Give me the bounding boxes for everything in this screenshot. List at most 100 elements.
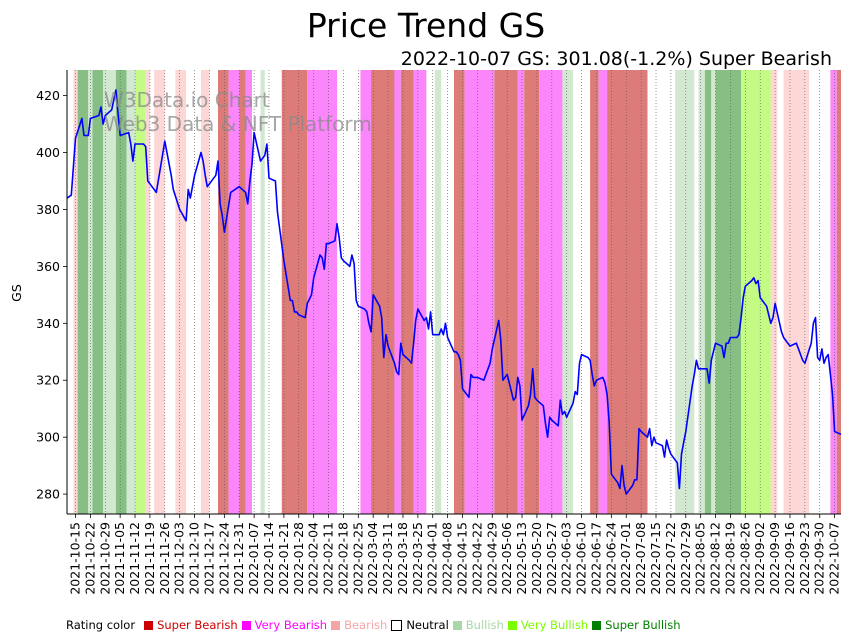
rating-band	[675, 70, 695, 514]
legend-item: Super Bullish	[592, 618, 681, 632]
rating-band	[698, 70, 705, 514]
rating-band	[200, 70, 210, 514]
rating-band	[135, 70, 146, 514]
x-tick-label: 2021-10-22	[82, 522, 97, 595]
rating-band	[281, 70, 308, 514]
rating-band	[126, 70, 136, 514]
legend-item: Very Bearish	[241, 618, 327, 632]
rating-band	[77, 70, 89, 514]
x-tick-label: 2022-02-04	[306, 522, 321, 595]
x-tick-label: 2022-08-12	[708, 522, 723, 595]
rating-band	[154, 70, 165, 514]
legend-label: Bullish	[465, 618, 504, 632]
legend-swatch	[241, 620, 251, 630]
x-tick-label: 2022-05-20	[529, 522, 544, 595]
legend-item: Very Bullish	[507, 618, 588, 632]
rating-band	[539, 70, 563, 514]
legend-item: Bullish	[452, 618, 504, 632]
y-tick-label: 280	[36, 487, 60, 502]
rating-band	[92, 70, 104, 514]
legend-item: Super Bearish	[144, 618, 238, 632]
rating-band	[434, 70, 442, 514]
rating-band	[770, 70, 778, 514]
x-tick-label: 2022-07-29	[678, 522, 693, 595]
x-tick-label: 2022-08-26	[737, 522, 752, 595]
x-tick-label: 2021-12-17	[201, 522, 216, 595]
x-tick-label: 2021-10-29	[97, 522, 112, 595]
rating-band	[360, 70, 372, 514]
x-tick-label: 2022-03-11	[380, 522, 395, 595]
legend-swatch	[592, 620, 602, 630]
price-line-GS	[66, 89, 842, 495]
x-tick-label: 2022-01-07	[246, 522, 261, 595]
x-tick-label: 2022-05-13	[514, 522, 529, 595]
y-tick-label: 420	[36, 88, 60, 103]
x-tick-label: 2022-06-24	[603, 522, 618, 595]
x-tick-label: 2022-03-25	[410, 522, 425, 595]
x-tick-label: 2021-11-05	[112, 522, 127, 595]
x-tick-label: 2022-07-22	[663, 522, 678, 595]
x-tick-label: 2021-12-10	[187, 522, 202, 595]
x-tick-label: 2022-05-06	[499, 522, 514, 595]
rating-band	[371, 70, 395, 514]
legend-swatch	[507, 620, 517, 630]
chart-subtitle: 2022-10-07 GS: 301.08(-1.2%) Super Beari…	[401, 48, 832, 70]
rating-band	[145, 70, 150, 514]
rating-band	[454, 70, 465, 514]
watermark-line: W3Data.io Chart	[104, 88, 270, 112]
legend-swatch	[452, 620, 462, 630]
y-tick-label: 400	[36, 145, 60, 160]
rating-band	[704, 70, 712, 514]
legend-swatch	[331, 620, 341, 630]
x-tick-label: 2022-04-01	[425, 522, 440, 595]
x-tick-label: 2022-08-19	[722, 522, 737, 595]
y-tick-label: 300	[36, 430, 60, 445]
x-tick-label: 2022-09-16	[782, 522, 797, 595]
x-tick-label: 2022-10-07	[827, 522, 842, 595]
rating-band	[464, 70, 495, 514]
x-tick-label: 2022-05-27	[544, 522, 559, 595]
x-tick-label: 2021-12-31	[231, 522, 246, 595]
x-tick-label: 2022-01-14	[261, 522, 276, 595]
x-tick-label: 2022-02-18	[335, 522, 350, 595]
x-tick-label: 2022-08-05	[693, 522, 708, 595]
x-tick-label: 2022-04-29	[484, 522, 499, 595]
x-tick-label: 2021-11-26	[157, 522, 172, 595]
x-tick-label: 2022-01-21	[276, 522, 291, 595]
rating-band	[711, 70, 716, 514]
rating-band	[245, 70, 252, 514]
x-tick-label: 2022-06-17	[588, 522, 603, 595]
x-tick-label: 2022-04-22	[469, 522, 484, 595]
rating-band	[590, 70, 599, 514]
rating-band	[517, 70, 525, 514]
y-tick-label: 360	[36, 259, 60, 274]
rating-band	[115, 70, 127, 514]
x-axis-ticks: 2021-10-15 2021-10-22 2021-10-29 2021-11-05…	[68, 514, 842, 595]
x-tick-label: 2021-12-24	[216, 522, 231, 595]
rating-bands	[73, 70, 841, 514]
x-tick-label: 2021-10-15	[68, 522, 83, 595]
rating-band	[494, 70, 518, 514]
x-tick-label: 2022-06-10	[574, 522, 589, 595]
rating-band	[741, 70, 771, 514]
rating-band	[598, 70, 608, 514]
x-tick-label: 2022-06-03	[559, 522, 574, 595]
rating-band	[228, 70, 240, 514]
price-line-layer	[66, 89, 842, 495]
y-tick-label: 380	[36, 202, 60, 217]
x-tick-label: 2022-09-23	[797, 522, 812, 595]
date-gridlines	[75, 70, 835, 514]
x-tick-label: 2022-02-25	[350, 522, 365, 595]
rating-band	[103, 70, 116, 514]
x-tick-label: 2022-09-09	[767, 522, 782, 595]
x-tick-label: 2022-04-15	[455, 522, 470, 595]
x-tick-label: 2021-11-12	[127, 522, 142, 595]
rating-band	[239, 70, 246, 514]
rating-band	[400, 70, 414, 514]
y-axis-ticks: 280 300 320 340 360 380 400 420	[36, 88, 67, 502]
rating-band	[836, 70, 841, 514]
y-tick-label: 340	[36, 316, 60, 331]
rating-band	[217, 70, 229, 514]
rating-band	[394, 70, 401, 514]
